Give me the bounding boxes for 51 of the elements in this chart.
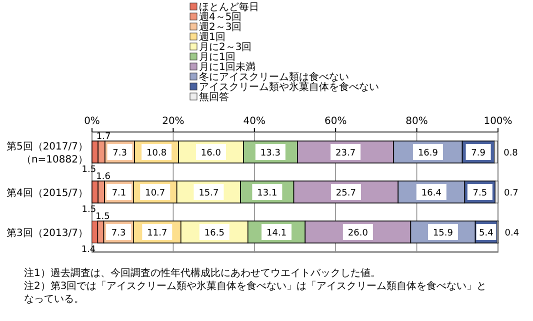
text: 注1）過去調査は、今回調査の性年代構成比にあわせてウエイトバックした値。: [24, 267, 380, 279]
y-tick-label: 第5回（2017/7）（n=10882）: [6, 140, 88, 166]
y-tick-label: 第4回（2015/7）: [6, 187, 88, 199]
data-label: 1.5: [82, 205, 96, 215]
data-label: 7.9: [471, 148, 486, 158]
data-label: 1.7: [96, 132, 111, 142]
data-label: 15.7: [198, 188, 219, 198]
x-tick-label: 0%: [84, 116, 100, 127]
data-label: 15.9: [432, 228, 454, 238]
data-label: 16.9: [418, 148, 438, 158]
legend-label: ほとんど毎日: [199, 1, 259, 13]
data-label: 13.1: [257, 188, 278, 198]
data-label: 1.5: [96, 212, 110, 222]
data-label: 10.8: [146, 148, 167, 158]
legend-label: 月に1回未満: [199, 61, 256, 73]
data-label: 16.5: [204, 228, 224, 238]
x-tick-label: 80%: [406, 116, 428, 127]
legend-label: 週2～3回: [199, 22, 242, 33]
data-label: 7.3: [111, 228, 126, 238]
data-label: 14.1: [266, 228, 287, 238]
legend-label: 冬にアイスクリーム類は食べない: [199, 71, 349, 83]
data-label: 7.3: [112, 148, 127, 158]
legend-label: 月に1回: [199, 52, 236, 63]
text: 注2）第3回では「アイスクリーム類や氷菓自体を食べない」は「アイスクリーム類自体を食べない」となっている。: [24, 280, 487, 305]
data-label: 5.4: [479, 228, 494, 238]
data-label: 16.4: [421, 188, 442, 198]
data-label: 7.1: [112, 188, 126, 198]
data-label: 0.7: [504, 188, 518, 198]
legend-label: 月に2～3回: [199, 42, 252, 53]
legend-label: 週4～5回: [199, 12, 242, 23]
legend-label: 週1回: [199, 32, 226, 43]
x-tick-label: 100%: [484, 116, 512, 127]
x-tick-label: 20%: [162, 116, 184, 127]
data-label: 1.6: [96, 172, 111, 182]
data-label: 1.4: [81, 245, 96, 255]
data-label: 0.8: [504, 148, 518, 158]
data-label: 10.7: [145, 188, 166, 198]
x-tick-label: 40%: [243, 116, 266, 127]
data-label: 13.3: [260, 148, 280, 158]
y-tick-label: 第3回（2013/7）: [6, 227, 88, 239]
x-tick-label: 60%: [324, 116, 347, 127]
data-label: 1.5: [82, 165, 96, 175]
data-label: 26.0: [348, 228, 368, 238]
legend-label: アイスクリーム類や氷菓自体を食べない: [199, 81, 379, 93]
data-label: 0.4: [504, 228, 520, 238]
data-label: 16.0: [200, 148, 222, 158]
data-label: 23.7: [336, 148, 356, 158]
data-label: 25.7: [336, 188, 356, 198]
data-label: 7.5: [472, 188, 488, 198]
legend-label: 無回答: [199, 91, 229, 103]
data-label: 11.7: [147, 228, 168, 238]
